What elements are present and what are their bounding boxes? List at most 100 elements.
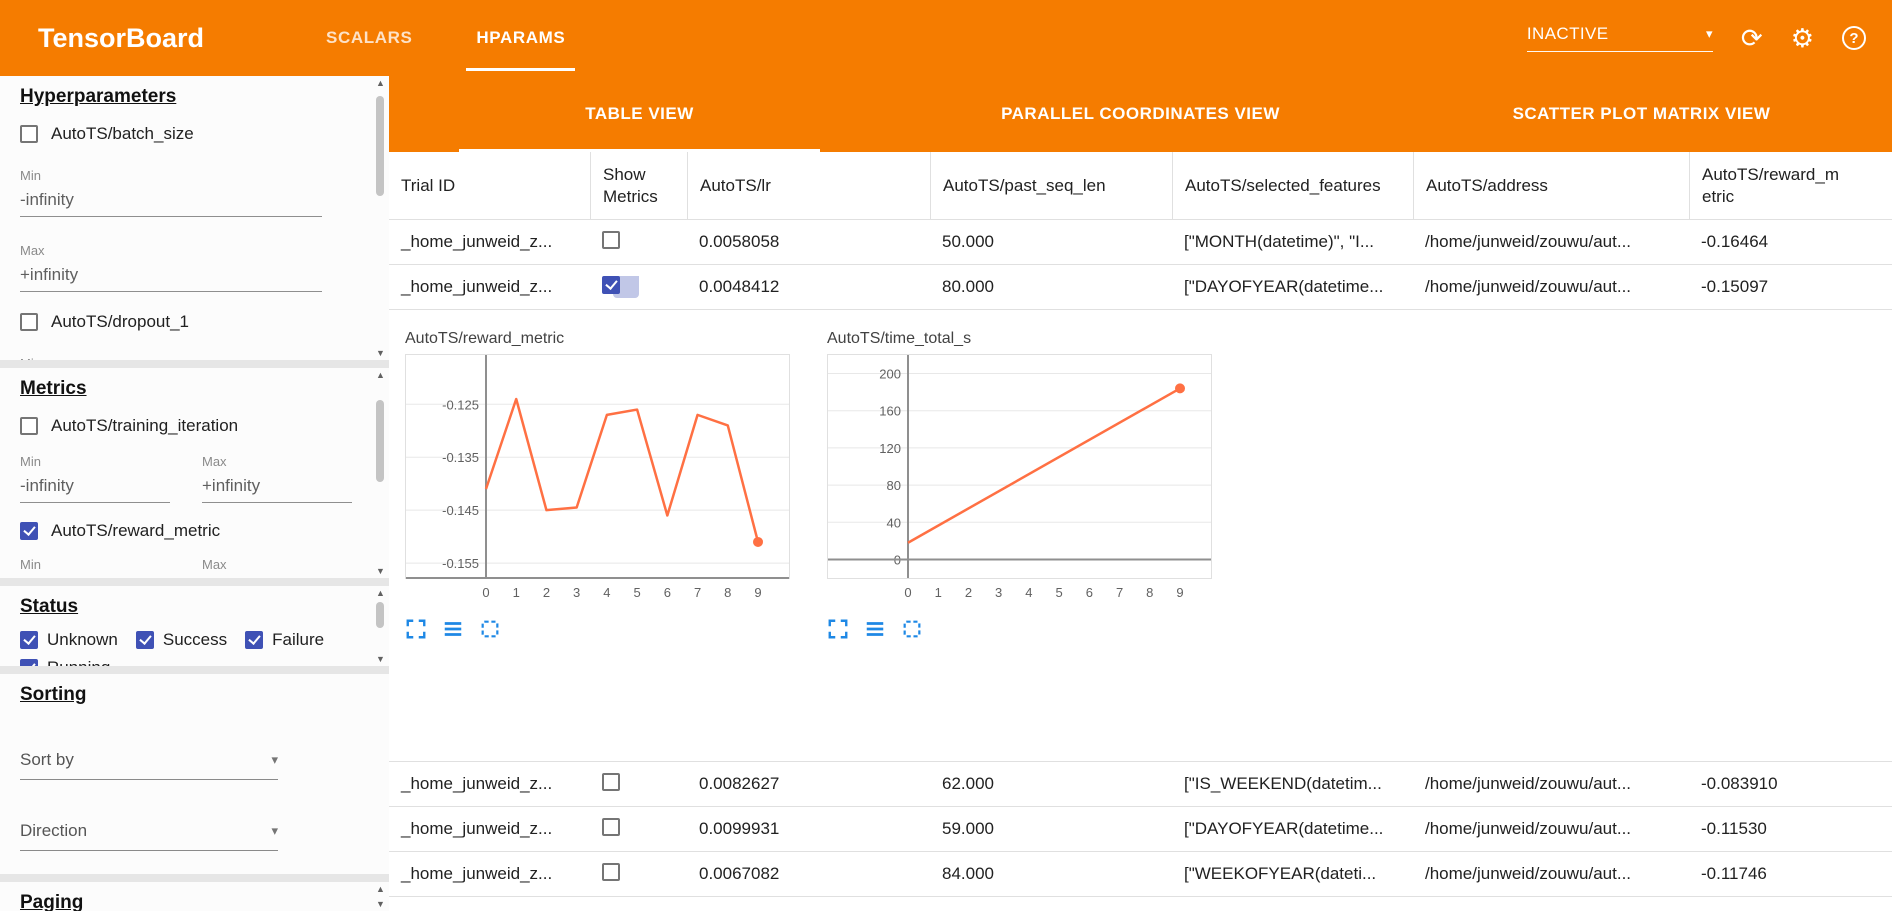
tab-hparams[interactable]: HPARAMS <box>444 0 597 76</box>
section-scrollbar[interactable]: ▲ ▼ <box>374 884 387 909</box>
metric-reward-row: AutoTS/reward_metric <box>20 521 369 541</box>
show-metrics-checkbox[interactable] <box>602 862 620 881</box>
hparam-dropout-label: AutoTS/dropout_1 <box>51 312 189 331</box>
col-past-seq-len[interactable]: AutoTS/past_seq_len <box>930 152 1172 219</box>
table-row: _home_junweid_z... 0.0067082 84.000 ["WE… <box>389 852 1892 897</box>
data-lines-icon[interactable] <box>864 618 886 640</box>
scroll-down-icon[interactable]: ▼ <box>376 566 385 576</box>
svg-text:5: 5 <box>1055 585 1062 600</box>
batch-size-min-input[interactable]: -infinity <box>20 190 322 217</box>
fullscreen-icon[interactable] <box>405 618 427 640</box>
svg-text:6: 6 <box>664 585 671 600</box>
svg-text:80: 80 <box>887 478 901 493</box>
col-address[interactable]: AutoTS/address <box>1413 152 1689 219</box>
svg-text:0: 0 <box>482 585 489 600</box>
scroll-up-icon[interactable]: ▲ <box>376 588 385 598</box>
show-metrics-cell <box>590 862 687 886</box>
run-status-dropdown[interactable]: INACTIVE ▾ <box>1526 24 1713 52</box>
lr-cell: 0.0067082 <box>699 864 780 883</box>
metric-reward-checkbox[interactable] <box>20 522 38 540</box>
tab-scatter-plot-matrix-view[interactable]: SCATTER PLOT MATRIX VIEW <box>1512 104 1771 123</box>
show-metrics-checkbox[interactable] <box>602 817 620 836</box>
svg-text:9: 9 <box>1176 585 1183 600</box>
table-header-row: Trial ID Show Metrics AutoTS/lr AutoTS/p… <box>389 152 1892 220</box>
col-trial-id[interactable]: Trial ID <box>401 175 456 195</box>
scroll-up-icon[interactable]: ▲ <box>376 884 385 894</box>
hparam-batch-size-checkbox[interactable] <box>20 125 38 143</box>
fit-domain-icon[interactable] <box>901 618 923 640</box>
time-total-chart-block: AutoTS/time_total_s 20016012080400012345… <box>827 330 1212 761</box>
status-panel: Status Unknown Success Failure R <box>0 586 389 666</box>
settings-gear-icon[interactable]: ⚙ <box>1790 23 1814 53</box>
svg-text:4: 4 <box>603 585 610 600</box>
sorting-heading: Sorting <box>20 684 87 705</box>
hparam-dropout-row: AutoTS/dropout_1 <box>20 312 369 332</box>
status-failure-checkbox[interactable] <box>245 631 264 649</box>
training-iteration-min-input[interactable]: -infinity <box>20 476 170 503</box>
help-icon[interactable]: ? <box>1842 26 1866 50</box>
status-unknown-checkbox[interactable] <box>20 631 38 649</box>
section-scrollbar[interactable]: ▲ ▼ <box>374 588 387 664</box>
status-running-checkbox[interactable] <box>20 659 38 666</box>
scroll-down-icon[interactable]: ▼ <box>376 348 385 358</box>
svg-text:8: 8 <box>724 585 731 600</box>
app-title: TensorBoard <box>38 22 205 53</box>
reward-metric-cell: -0.15097 <box>1701 277 1769 296</box>
refresh-icon[interactable]: ⟳ <box>1740 23 1763 53</box>
status-success-checkbox[interactable] <box>135 631 154 649</box>
trial-id-cell: _home_junweid_z... <box>401 819 553 838</box>
metric-training-iteration-checkbox[interactable] <box>20 417 38 435</box>
table-row: _home_junweid_z... 0.0099931 59.000 ["DA… <box>389 807 1892 852</box>
max-label: Max <box>20 243 45 258</box>
direction-select[interactable]: Direction ▾ <box>20 821 278 851</box>
scrollbar-thumb[interactable] <box>376 96 384 196</box>
col-show-metrics[interactable]: Show Metrics <box>590 152 687 219</box>
training-iteration-max-input[interactable]: +infinity <box>202 476 352 503</box>
sorting-panel: Sorting Sort by ▾ Direction ▾ <box>0 674 389 874</box>
tab-parallel-coordinates-view[interactable]: PARALLEL COORDINATES VIEW <box>1001 104 1280 123</box>
scroll-down-icon[interactable]: ▼ <box>376 899 385 909</box>
tab-table-view[interactable]: TABLE VIEW <box>389 76 890 152</box>
dropdown-arrow-icon: ▾ <box>271 823 278 838</box>
scroll-down-icon[interactable]: ▼ <box>376 654 385 664</box>
scrollbar-thumb[interactable] <box>376 400 384 482</box>
hyperparameters-panel: Hyperparameters AutoTS/batch_size Min -i… <box>0 76 389 360</box>
col-selected-features[interactable]: AutoTS/selected_features <box>1172 152 1413 219</box>
toolbar-right: INACTIVE ▾ ⟳ ⚙ ? <box>1526 23 1866 53</box>
tab-scalars[interactable]: SCALARS <box>326 28 413 47</box>
svg-text:1: 1 <box>935 585 942 600</box>
trial-id-cell: _home_junweid_z... <box>401 864 553 883</box>
scroll-up-icon[interactable]: ▲ <box>376 78 385 88</box>
max-label: Max <box>202 557 227 572</box>
show-metrics-checkbox[interactable] <box>602 230 620 249</box>
section-scrollbar[interactable]: ▲ ▼ <box>374 370 387 576</box>
svg-text:-0.135: -0.135 <box>442 450 479 465</box>
reward-metric-cell: -0.11746 <box>1701 864 1767 883</box>
past-seq-len-cell: 80.000 <box>942 277 994 296</box>
data-lines-icon[interactable] <box>442 618 464 640</box>
scrollbar-thumb[interactable] <box>376 602 384 628</box>
reward-metric-cell: -0.16464 <box>1701 232 1769 251</box>
fit-domain-icon[interactable] <box>479 618 501 640</box>
svg-text:2: 2 <box>543 585 550 600</box>
show-metrics-cell <box>590 230 687 254</box>
scroll-up-icon[interactable]: ▲ <box>376 370 385 380</box>
selected-features-cell: ["DAYOFYEAR(datetime... <box>1184 277 1384 296</box>
show-metrics-checkbox[interactable] <box>602 275 620 294</box>
metric-training-iteration-label: AutoTS/training_iteration <box>51 416 239 435</box>
hparam-dropout-checkbox[interactable] <box>20 313 38 331</box>
min-label: Min <box>20 454 41 469</box>
section-scrollbar[interactable]: ▲ ▼ <box>374 78 387 358</box>
show-metrics-checkbox[interactable] <box>602 772 620 791</box>
batch-size-max-input[interactable]: +infinity <box>20 265 322 292</box>
col-lr[interactable]: AutoTS/lr <box>687 152 930 219</box>
fullscreen-icon[interactable] <box>827 618 849 640</box>
show-metrics-cell <box>590 275 687 299</box>
address-cell: /home/junweid/zouwu/aut... <box>1425 232 1632 251</box>
min-label: Min <box>20 356 369 360</box>
col-reward-metric[interactable]: AutoTS/reward_metric <box>1689 152 1892 219</box>
paging-heading: Paging <box>20 892 84 911</box>
sort-by-select[interactable]: Sort by ▾ <box>20 750 278 780</box>
chart-title: AutoTS/time_total_s <box>827 330 972 347</box>
